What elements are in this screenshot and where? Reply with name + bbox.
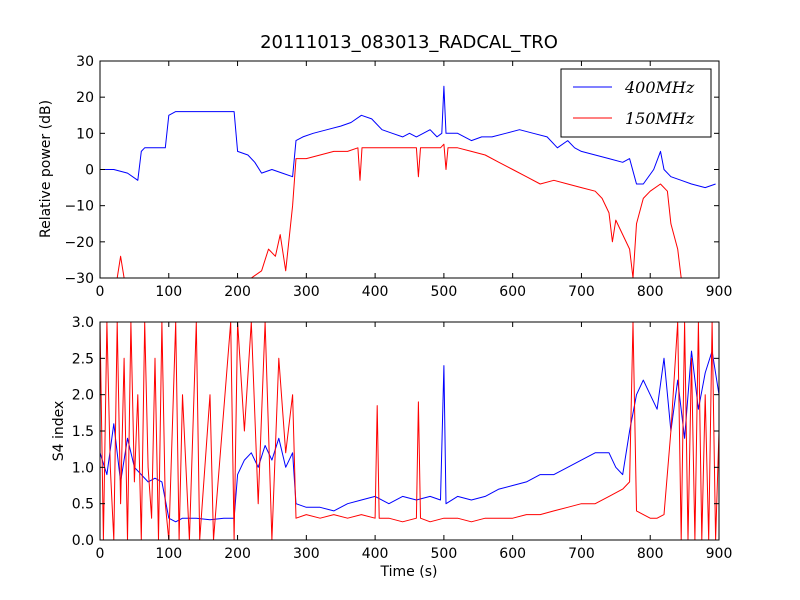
x-tick-label: 600 (499, 284, 526, 300)
x-tick-label: 800 (637, 284, 664, 300)
y-tick-label: 0.5 (72, 497, 94, 513)
x-tick-label: 900 (706, 284, 733, 300)
x-tick-label: 400 (362, 546, 389, 562)
legend: 400MHz 150MHz (560, 68, 712, 138)
y-tick-label: 0.0 (72, 533, 94, 549)
series-line-blue (100, 350, 719, 523)
bottom-panel-s4: 0 100 200 300 400 500 600 700 800 900 0.0 0.5 1.0 1.5… (72, 315, 733, 562)
legend-frame (560, 68, 712, 138)
x-tick-label: 900 (706, 546, 733, 562)
x-tick-label: 500 (431, 284, 458, 300)
x-tick-label: 400 (362, 284, 389, 300)
legend-label-150mhz: 150MHz (625, 109, 695, 128)
legend-label-400mhz: 400MHz (624, 78, 695, 97)
x-tick-label: 0 (96, 284, 105, 300)
chart-title: 20111013_083013_RADCAL_TRO (260, 32, 558, 53)
y-tick-label: −10 (64, 199, 94, 215)
y-tick-label: 2.0 (72, 388, 94, 404)
series-group (100, 322, 719, 540)
x-tick-label: 300 (293, 284, 320, 300)
x-tick-label: 700 (568, 284, 595, 300)
y-tick-label: 20 (76, 90, 94, 106)
x-tick-label: 700 (568, 546, 595, 562)
y-tick-label: 1.0 (72, 460, 94, 476)
y-tick-label: 1.5 (72, 424, 94, 440)
x-tick-label: 200 (224, 546, 251, 562)
y-tick-label: 3.0 (72, 315, 94, 331)
bottom-x-axis-label: Time (s) (380, 564, 438, 580)
x-tick-label: 300 (293, 546, 320, 562)
x-tick-label: 600 (499, 546, 526, 562)
x-tick-label: 500 (431, 546, 458, 562)
series-line-400mhz (100, 85, 716, 189)
plot-area (100, 322, 719, 540)
x-tick-label: 800 (637, 546, 664, 562)
x-tick-label: 200 (224, 284, 251, 300)
y-tick-label: 10 (76, 126, 94, 142)
x-tick-label: 0 (96, 546, 105, 562)
top-y-axis-label: Relative power (dB) (38, 100, 54, 238)
series-group (100, 85, 719, 278)
x-tick-label: 100 (155, 284, 182, 300)
series-line-red (100, 322, 719, 540)
y-tick-label: −30 (64, 271, 94, 287)
y-tick-label: 30 (76, 54, 94, 70)
y-tick-label: 0 (85, 163, 94, 179)
bottom-y-axis-label: S4 index (51, 401, 67, 462)
y-tick-label: −20 (64, 235, 94, 251)
series-line-150mhz (100, 143, 719, 278)
x-tick-label: 100 (155, 546, 182, 562)
y-tick-label: 2.5 (72, 351, 94, 367)
